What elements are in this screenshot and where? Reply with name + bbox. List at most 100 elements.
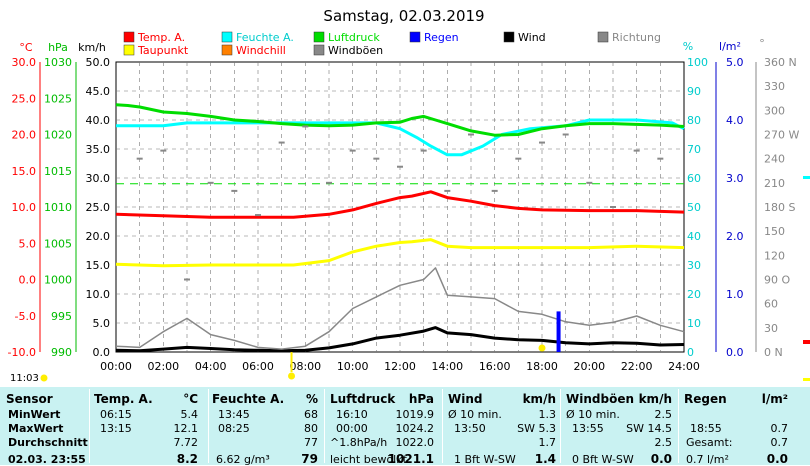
stats-value: 1.7 (538, 436, 557, 449)
stats-row-label: Durchschnitt (8, 436, 88, 449)
tick-label-temp_c: -10.0 (8, 346, 36, 359)
tick-label-wind_kmh: 50.0 (86, 56, 111, 69)
stats-row-label: MinWert (8, 408, 61, 421)
sun-icon (40, 374, 48, 382)
legend-swatch (503, 31, 515, 43)
tick-label-direction_deg: 90 O (764, 274, 790, 287)
tick-label-temp_c: 10.0 (12, 201, 37, 214)
stats-separator (89, 389, 90, 463)
direction-mark (468, 133, 474, 136)
tick-label-humidity_pct: 60 (687, 172, 701, 185)
series-line-luftdruck (115, 103, 685, 137)
axis-label-rain: l/m² (719, 40, 741, 53)
axis-label-wind: km/h (78, 41, 106, 54)
legend-swatch (597, 31, 609, 43)
stats-header-feuchte: Feuchte A. (212, 392, 285, 406)
tick-label-wind_kmh: 5.0 (93, 317, 111, 330)
stats-current-value: 1.4 (534, 452, 556, 466)
legend-swatch (123, 31, 135, 43)
tick-label-rain_lm2: 1.0 (726, 288, 744, 301)
legend-swatch (313, 31, 325, 43)
direction-mark (491, 189, 498, 192)
legend-label: Taupunkt (137, 44, 189, 57)
sunrise-marker (288, 372, 296, 380)
tick-label-pressure_hpa: 1025 (44, 92, 72, 105)
stats-header-luftdruck: Luftdruck (330, 392, 396, 406)
x-tick-label: 16:00 (479, 360, 511, 373)
stats-unit-luftdruck: hPa (408, 392, 434, 406)
direction-mark (444, 189, 451, 192)
stats-separator (560, 389, 561, 463)
stats-time: 18:55 (690, 422, 722, 435)
stats-col-feuchte: Feuchte A. % 13:45 68 08:25 80 77 6.62 g… (212, 387, 324, 466)
legend-label: Luftdruck (328, 31, 380, 44)
tick-label-wind_kmh: 20.0 (86, 230, 111, 243)
x-tick-label: 12:00 (384, 360, 416, 373)
tick-label-pressure_hpa: 1005 (44, 237, 72, 250)
tick-label-rain_lm2: 4.0 (726, 114, 744, 127)
tick-label-temp_c: -5.0 (15, 310, 36, 323)
direction-mark (302, 125, 309, 128)
tick-label-direction_deg: 0 N (764, 346, 783, 359)
direction-mark (373, 157, 380, 160)
stats-row-label: 02.03. 23:55 (8, 453, 86, 466)
tick-label-temp_c: 0.0 (19, 274, 37, 287)
stats-time: 13:55 (572, 422, 604, 435)
rain-bar (556, 311, 561, 352)
legend-swatch (221, 44, 233, 56)
stats-current-value: 0.0 (766, 452, 788, 466)
legend-label: Wind (518, 31, 546, 44)
x-tick-label: 06:00 (242, 360, 274, 373)
stats-value: 1.3 (538, 408, 557, 421)
tick-label-pressure_hpa: 1010 (44, 201, 72, 214)
tick-label-humidity_pct: 50 (687, 201, 701, 214)
direction-mark (255, 214, 261, 217)
statistics-table: Sensor MinWert MaxWert Durchschnitt 02.0… (0, 387, 810, 466)
tick-label-direction_deg: 270 W (764, 129, 799, 142)
axis-label-temp: °C (19, 41, 33, 54)
x-tick-label: 02:00 (147, 360, 179, 373)
stats-time: 13:15 (100, 422, 132, 435)
legend-swatch (409, 31, 421, 43)
stats-col-wind: Wind km/h Ø 10 min. 1.3 13:50 SW 5.3 1.7… (448, 387, 558, 466)
stats-col-regen: Regen l/m² 18:55 0.7 Gesamt: 0.7 0.7 l/m… (684, 387, 794, 466)
tick-label-temp_c: 30.0 (12, 56, 37, 69)
stats-separator (442, 389, 443, 463)
tick-label-pressure_hpa: 1030 (44, 56, 72, 69)
tick-label-wind_kmh: 10.0 (86, 288, 111, 301)
x-tick-label: 22:00 (621, 360, 653, 373)
stats-current-value: 0.0 (650, 452, 672, 466)
tick-label-rain_lm2: 2.0 (726, 230, 744, 243)
tick-label-wind_kmh: 30.0 (86, 172, 111, 185)
stats-extra: 6.62 g/m³ (216, 453, 270, 466)
direction-mark (610, 206, 616, 208)
sun-time: 11:03 (10, 373, 39, 384)
direction-mark (539, 141, 545, 144)
tick-label-direction_deg: 240 (764, 153, 785, 166)
tick-label-direction_deg: 360 N (764, 56, 797, 69)
x-tick-label: 08:00 (289, 360, 321, 373)
direction-mark (633, 149, 640, 152)
stats-current-value: 1021.1 (387, 452, 434, 466)
stats-header-temp: Temp. A. (94, 392, 153, 406)
stats-col-sensor: Sensor MinWert MaxWert Durchschnitt 02.0… (6, 387, 88, 466)
stats-value: 77 (304, 436, 318, 449)
legend-label: Windböen (328, 44, 383, 57)
tick-label-temp_c: 5.0 (19, 237, 37, 250)
weather-chart: Samstag, 02.03.2019 Temp. A. Feuchte A. Lu… (8, 7, 810, 384)
stats-value: 0.7 (770, 422, 789, 435)
edge-marker-humidity (803, 176, 810, 179)
series-line-taupunkt (115, 238, 685, 268)
direction-mark (326, 181, 332, 184)
x-tick-label: 20:00 (573, 360, 605, 373)
sunset-marker (538, 344, 546, 352)
stats-beaufort: 1 Bft W-SW (454, 453, 516, 466)
legend: Temp. A. Feuchte A. Luftdruck Regen Wind Rich… (123, 31, 661, 57)
tick-label-pressure_hpa: 995 (51, 310, 72, 323)
tick-label-direction_deg: 30 (764, 322, 778, 335)
tick-label-rain_lm2: 0.0 (726, 346, 744, 359)
tick-label-temp_c: 25.0 (12, 92, 37, 105)
stats-unit-wind: km/h (522, 392, 556, 406)
stats-rain-total: 0.7 l/m² (686, 453, 729, 466)
tick-label-direction_deg: 60 (764, 298, 778, 311)
